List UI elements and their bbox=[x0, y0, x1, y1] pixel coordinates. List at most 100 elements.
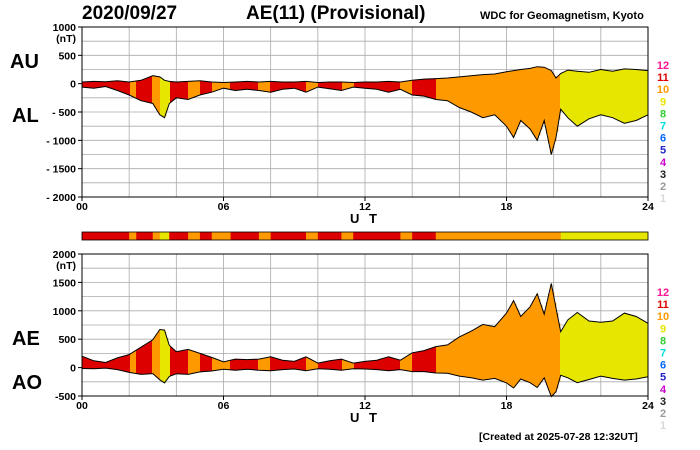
upper-fill-strip bbox=[412, 80, 415, 96]
upper-fill-strip bbox=[530, 68, 533, 131]
lower-fill-strip bbox=[202, 354, 205, 372]
upper-fill-strip bbox=[240, 81, 243, 90]
upper-legend-level: 7 bbox=[660, 121, 666, 133]
lower-fill-strip bbox=[358, 362, 361, 369]
ae-label: AE bbox=[12, 328, 40, 350]
activity-bar-segment bbox=[270, 232, 307, 240]
lower-fill-strip bbox=[608, 321, 611, 378]
upper-fill-strip bbox=[194, 81, 197, 97]
lower-legend-level: 7 bbox=[660, 348, 666, 360]
lower-fill-strip bbox=[566, 321, 569, 378]
lower-fill-strip bbox=[92, 360, 95, 369]
lower-fill-strip bbox=[240, 359, 243, 370]
lower-fill-strip bbox=[592, 321, 595, 379]
upper-yunit-label: (nT) bbox=[56, 33, 76, 45]
lower-fill-strip bbox=[252, 359, 255, 370]
lower-ao-line bbox=[81, 367, 649, 398]
upper-fill-strip bbox=[184, 81, 187, 100]
upper-ytick-label: - 1500 bbox=[46, 164, 76, 176]
lower-fill-strip bbox=[104, 362, 107, 369]
upper-fill-strip bbox=[242, 81, 245, 90]
lower-fill-strip bbox=[134, 350, 137, 374]
upper-fill-strip bbox=[440, 78, 443, 101]
lower-fill-strip bbox=[204, 355, 207, 372]
lower-fill-strip bbox=[594, 321, 597, 378]
upper-fill-strip bbox=[572, 70, 575, 123]
lower-fill-strip bbox=[154, 336, 157, 376]
lower-fill-strip bbox=[184, 350, 187, 375]
upper-fill-strip bbox=[356, 82, 359, 88]
lower-fill-strip bbox=[622, 314, 625, 380]
upper-fill-strip bbox=[514, 70, 517, 135]
upper-fill-strip bbox=[606, 70, 609, 117]
lower-fill-strip bbox=[276, 358, 279, 371]
lower-fill-strip bbox=[438, 346, 441, 374]
lower-fill-strip bbox=[98, 361, 101, 369]
lower-fill-strip bbox=[556, 312, 559, 389]
upper-fill-strip bbox=[536, 66, 539, 141]
lower-fill-strip bbox=[464, 334, 467, 377]
lower-fill-strip bbox=[374, 360, 377, 370]
lower-fill-strip bbox=[628, 314, 631, 380]
upper-fill-strip bbox=[450, 77, 453, 103]
lower-fill-strip bbox=[108, 361, 111, 369]
lower-fill-strip bbox=[284, 360, 287, 370]
lower-legend-level: 4 bbox=[660, 384, 667, 396]
upper-fill-strip bbox=[166, 80, 169, 111]
lower-fill-strip bbox=[624, 313, 627, 381]
upper-fill-strip bbox=[146, 77, 149, 103]
lower-fill-strip bbox=[270, 356, 273, 371]
upper-fill-strip bbox=[486, 74, 489, 117]
upper-fill-strip bbox=[272, 81, 275, 92]
lower-fill-strip bbox=[378, 359, 381, 370]
upper-fill-strip bbox=[394, 81, 397, 91]
upper-fill-strip bbox=[392, 81, 395, 92]
upper-fill-strip bbox=[640, 69, 643, 119]
upper-fill-strip bbox=[600, 69, 603, 115]
lower-fill-strip bbox=[210, 357, 213, 372]
activity-bar-segment bbox=[258, 232, 271, 240]
lower-fill-strip bbox=[144, 344, 147, 375]
upper-fill-strip bbox=[216, 82, 219, 91]
upper-fill-strip bbox=[418, 79, 421, 96]
upper-fill-strip bbox=[434, 78, 437, 100]
upper-fill-strip bbox=[360, 82, 363, 88]
upper-fill-strip bbox=[292, 81, 295, 89]
upper-fill-strip bbox=[644, 70, 647, 117]
lower-fill-strip bbox=[328, 360, 331, 370]
upper-fill-strip bbox=[432, 78, 435, 99]
lower-fill-strip bbox=[570, 317, 573, 380]
upper-fill-strip bbox=[538, 66, 541, 136]
upper-fill-strip bbox=[234, 81, 237, 91]
upper-fill-strip bbox=[264, 81, 267, 92]
upper-fill-strip bbox=[564, 71, 567, 115]
upper-fill-strip bbox=[354, 82, 357, 88]
upper-fill-strip bbox=[442, 78, 445, 101]
lower-ytick-label: 1000 bbox=[53, 306, 77, 318]
upper-fill-strip bbox=[384, 81, 387, 92]
upper-fill-strip bbox=[206, 81, 209, 94]
upper-fill-strip bbox=[344, 82, 347, 90]
upper-fill-strip bbox=[496, 73, 499, 118]
lower-fill-strip bbox=[370, 360, 373, 370]
lower-fill-strip bbox=[396, 359, 399, 370]
upper-fill-strip bbox=[178, 81, 181, 99]
upper-fill-strip bbox=[398, 81, 401, 90]
activity-bar-segment bbox=[317, 232, 342, 240]
upper-fill-strip bbox=[500, 72, 503, 121]
lower-fill-strip bbox=[256, 359, 259, 371]
upper-fill-strip bbox=[114, 81, 117, 90]
lower-fill-strip bbox=[140, 347, 143, 375]
upper-fill-strip bbox=[300, 81, 303, 91]
lower-fill-strip bbox=[508, 308, 511, 385]
upper-xtick-label: 00 bbox=[76, 201, 88, 213]
upper-fill-strip bbox=[602, 69, 605, 116]
lower-fill-strip bbox=[208, 356, 211, 372]
lower-fill-strip bbox=[128, 354, 131, 373]
upper-fill-strip bbox=[224, 82, 227, 89]
lower-xtick-label: 24 bbox=[642, 400, 654, 412]
lower-fill-strip bbox=[248, 359, 251, 370]
lower-fill-strip bbox=[176, 351, 179, 374]
lower-fill-strip bbox=[182, 350, 185, 375]
upper-fill-strip bbox=[204, 81, 207, 94]
